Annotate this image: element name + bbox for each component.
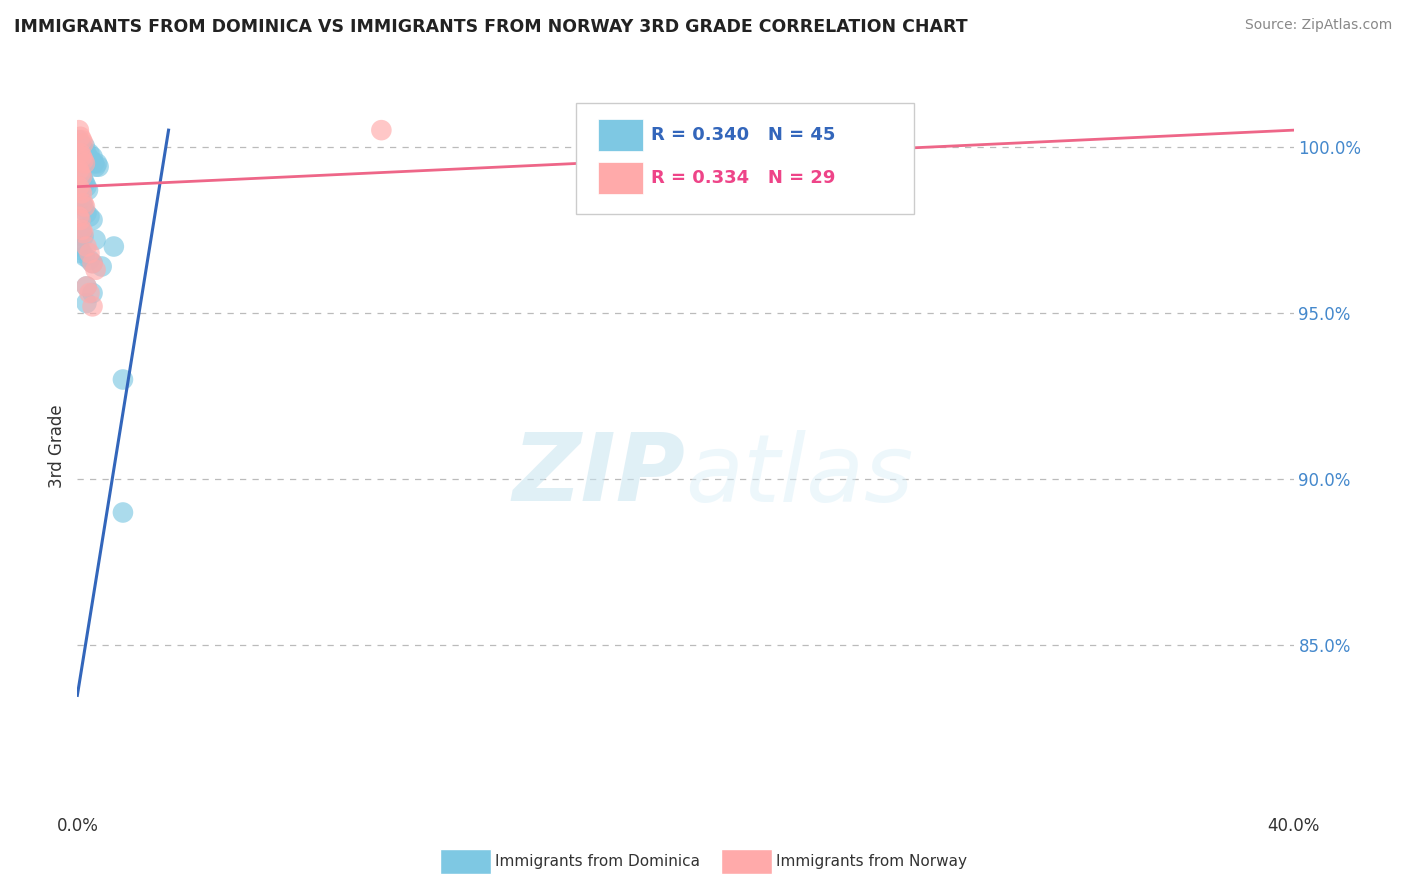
Immigrants from Dominica	[72, 173, 94, 187]
Immigrants from Norway	[70, 133, 93, 147]
Immigrants from Norway	[75, 279, 97, 293]
Immigrants from Dominica	[67, 163, 90, 178]
Immigrants from Dominica	[75, 206, 97, 220]
Text: Source: ZipAtlas.com: Source: ZipAtlas.com	[1244, 18, 1392, 32]
Immigrants from Norway	[70, 223, 93, 237]
Immigrants from Norway	[827, 127, 849, 141]
Immigrants from Norway	[73, 156, 96, 170]
Immigrants from Dominica	[73, 140, 96, 154]
Immigrants from Dominica	[70, 169, 93, 184]
Text: ZIP: ZIP	[513, 429, 686, 521]
Immigrants from Dominica	[69, 193, 91, 207]
Immigrants from Dominica	[69, 223, 91, 237]
Immigrants from Dominica	[72, 200, 94, 214]
Immigrants from Norway	[370, 123, 392, 137]
Immigrants from Dominica	[79, 146, 101, 161]
Immigrants from Dominica	[75, 179, 97, 194]
Immigrants from Norway	[67, 210, 90, 224]
Immigrants from Dominica	[75, 146, 97, 161]
Immigrants from Norway	[67, 179, 90, 194]
Immigrants from Dominica	[73, 250, 96, 264]
Immigrants from Dominica	[83, 156, 105, 170]
Immigrants from Norway	[67, 163, 90, 178]
Immigrants from Norway	[72, 136, 94, 151]
Text: R = 0.334   N = 29: R = 0.334 N = 29	[651, 169, 835, 187]
Immigrants from Dominica	[84, 233, 107, 247]
Immigrants from Dominica	[75, 296, 97, 310]
Immigrants from Dominica	[70, 196, 93, 211]
Immigrants from Dominica	[111, 506, 134, 520]
Immigrants from Dominica	[82, 256, 104, 270]
Immigrants from Norway	[70, 186, 93, 201]
Immigrants from Norway	[72, 153, 94, 167]
Immigrants from Dominica	[67, 189, 90, 203]
Immigrants from Dominica	[73, 177, 96, 191]
Text: Immigrants from Norway: Immigrants from Norway	[776, 855, 967, 869]
Immigrants from Norway	[79, 246, 101, 260]
Y-axis label: 3rd Grade: 3rd Grade	[48, 404, 66, 488]
Immigrants from Norway	[70, 169, 93, 184]
Immigrants from Norway	[72, 226, 94, 240]
Immigrants from Dominica	[75, 279, 97, 293]
Text: atlas: atlas	[686, 430, 914, 521]
Immigrants from Dominica	[82, 213, 104, 227]
Immigrants from Dominica	[69, 136, 91, 151]
Immigrants from Norway	[69, 129, 91, 144]
Immigrants from Dominica	[80, 153, 103, 167]
Immigrants from Dominica	[90, 260, 112, 274]
Immigrants from Norway	[75, 239, 97, 253]
Immigrants from Norway	[72, 196, 94, 211]
Text: Immigrants from Dominica: Immigrants from Dominica	[495, 855, 700, 869]
Text: R = 0.340   N = 45: R = 0.340 N = 45	[651, 126, 835, 144]
Immigrants from Norway	[70, 150, 93, 164]
Immigrants from Norway	[82, 299, 104, 313]
Immigrants from Dominica	[111, 372, 134, 386]
Immigrants from Norway	[69, 183, 91, 197]
Immigrants from Dominica	[70, 226, 93, 240]
Immigrants from Norway	[69, 213, 91, 227]
Immigrants from Norway	[67, 123, 90, 137]
Immigrants from Norway	[69, 146, 91, 161]
Immigrants from Dominica	[67, 239, 90, 253]
Immigrants from Dominica	[70, 140, 93, 154]
Immigrants from Norway	[73, 200, 96, 214]
Text: IMMIGRANTS FROM DOMINICA VS IMMIGRANTS FROM NORWAY 3RD GRADE CORRELATION CHART: IMMIGRANTS FROM DOMINICA VS IMMIGRANTS F…	[14, 18, 967, 36]
Immigrants from Dominica	[82, 150, 104, 164]
Immigrants from Dominica	[69, 243, 91, 257]
Immigrants from Dominica	[77, 150, 100, 164]
Immigrants from Norway	[79, 286, 101, 301]
Immigrants from Dominica	[87, 160, 110, 174]
Immigrants from Dominica	[69, 166, 91, 180]
Immigrants from Dominica	[67, 133, 90, 147]
Immigrants from Dominica	[77, 183, 100, 197]
Immigrants from Norway	[84, 262, 107, 277]
Immigrants from Norway	[82, 256, 104, 270]
Immigrants from Dominica	[103, 239, 125, 253]
Immigrants from Norway	[69, 166, 91, 180]
Immigrants from Dominica	[84, 160, 107, 174]
Immigrants from Dominica	[70, 246, 93, 260]
Immigrants from Dominica	[79, 252, 101, 267]
Immigrants from Dominica	[72, 229, 94, 244]
Immigrants from Dominica	[86, 156, 108, 170]
Immigrants from Dominica	[79, 210, 101, 224]
Immigrants from Dominica	[72, 143, 94, 157]
Immigrants from Dominica	[82, 286, 104, 301]
